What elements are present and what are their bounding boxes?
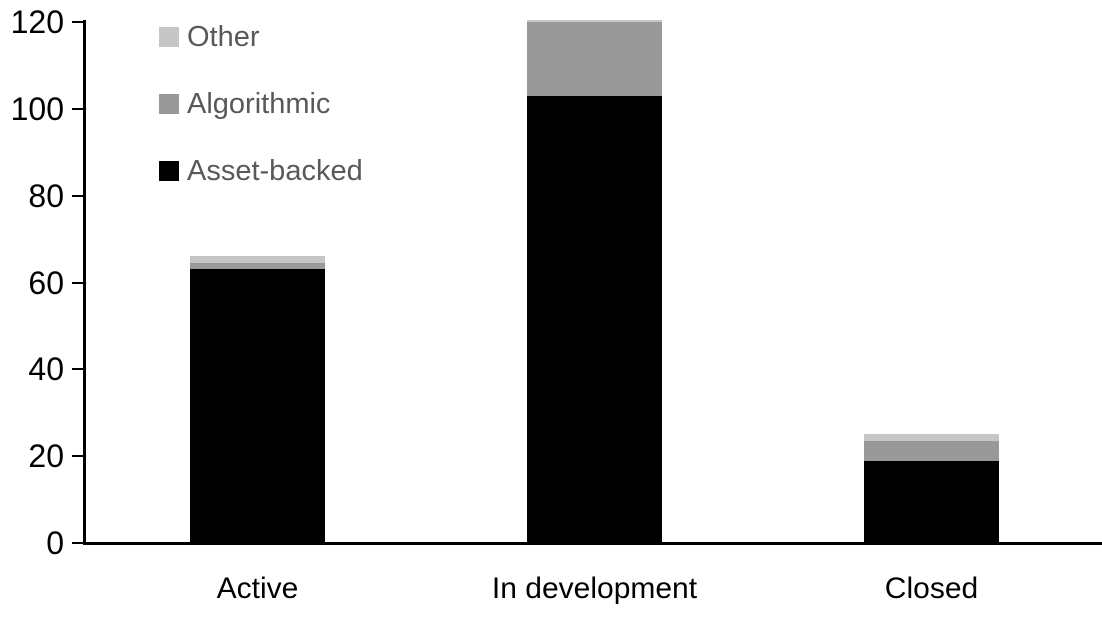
- y-axis-tick: [72, 21, 84, 23]
- bar-segment-closed-algorithmic: [864, 440, 999, 461]
- y-axis-tick: [72, 281, 84, 284]
- legend: Other Algorithmic Asset-backed: [159, 20, 363, 188]
- y-axis-tick: [72, 107, 84, 110]
- bar-segment-closed-asset-backed: [864, 460, 999, 543]
- legend-swatch-other: [159, 27, 179, 47]
- x-axis-category-label-closed: Closed: [884, 572, 979, 605]
- y-axis-tick: [72, 194, 84, 197]
- x-axis-category-label-in-development: In development: [491, 572, 698, 605]
- bar-segment-in-development-other: [527, 19, 662, 22]
- y-axis-tick-label: 20: [28, 438, 64, 475]
- legend-swatch-asset-backed: [159, 161, 179, 181]
- y-axis-tick-label: 0: [46, 525, 64, 561]
- y-axis-tick-label: 120: [10, 4, 64, 40]
- y-axis-tick-label: 60: [28, 264, 64, 301]
- legend-swatch-algorithmic: [159, 94, 179, 114]
- y-axis-tick: [72, 455, 84, 458]
- bar-segment-in-development-algorithmic: [527, 22, 662, 96]
- x-axis-line: [83, 542, 1102, 545]
- y-axis-tick-label: 40: [28, 351, 64, 388]
- legend-item-asset-backed: Asset-backed: [159, 154, 363, 188]
- y-axis-tick-label: 80: [28, 177, 64, 214]
- legend-item-other: Other: [159, 20, 363, 54]
- x-axis-category-label-active: Active: [216, 572, 299, 605]
- bar-segment-closed-other: [864, 434, 999, 441]
- y-axis-tick-label: 100: [10, 90, 64, 127]
- y-axis-tick: [72, 542, 84, 544]
- legend-label-asset-backed: Asset-backed: [187, 155, 363, 187]
- y-axis-line: [83, 20, 86, 545]
- legend-item-algorithmic: Algorithmic: [159, 87, 363, 121]
- bar-segment-active-other: [190, 256, 325, 263]
- bar-segment-active-algorithmic: [190, 262, 325, 270]
- legend-label-algorithmic: Algorithmic: [187, 88, 331, 120]
- y-axis-tick: [72, 368, 84, 371]
- bar-segment-in-development-asset-backed: [527, 95, 662, 543]
- bar-segment-active-asset-backed: [190, 269, 325, 543]
- legend-label-other: Other: [187, 21, 260, 53]
